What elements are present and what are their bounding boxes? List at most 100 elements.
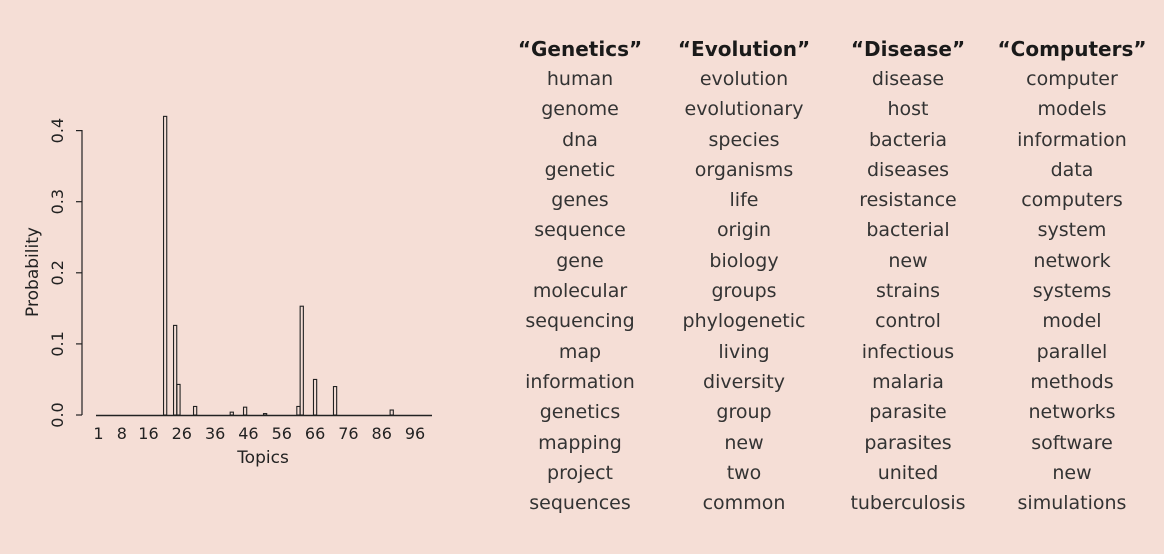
- topic-word: living: [718, 340, 770, 363]
- y-tick-label: 0.2: [48, 260, 67, 285]
- topic-word: strains: [875, 280, 941, 303]
- x-tick-label: 56: [272, 424, 292, 443]
- bar: [242, 406, 248, 416]
- bar: [332, 386, 338, 416]
- topic-title: “Evolution”: [677, 37, 811, 61]
- topic-word: common: [702, 492, 786, 515]
- topic-word-list: computer models information data computers sy…: [990, 64, 1154, 518]
- topic-word: data: [1050, 158, 1094, 181]
- topic-word: models: [1037, 98, 1107, 121]
- topic-word: new: [888, 249, 928, 272]
- x-tick-label: 66: [305, 424, 325, 443]
- topic-column: “Evolution” evolution evolutionary species o…: [662, 34, 826, 518]
- topic-column: “Disease” disease host bacteria diseases resi…: [826, 34, 990, 518]
- y-tick-label: 0.3: [48, 189, 67, 214]
- topic-word: new: [724, 431, 764, 454]
- topic-word: group: [716, 401, 772, 424]
- topic-word: computers: [1021, 189, 1123, 212]
- topic-word: malaria: [872, 370, 944, 393]
- topic-word: disease: [871, 68, 945, 90]
- x-tick-label: 16: [138, 424, 158, 443]
- topic-word: systems: [1032, 280, 1112, 303]
- topic-word: model: [1042, 310, 1102, 333]
- bar: [192, 405, 198, 416]
- topic-word: network: [1033, 249, 1111, 272]
- topic-word: phylogenetic: [682, 310, 806, 333]
- topic-word: parallel: [1036, 340, 1108, 363]
- topic-word: sequencing: [525, 310, 635, 333]
- topic-word: dna: [562, 128, 598, 151]
- topic-word: information: [525, 370, 635, 393]
- topic-word: resistance: [859, 189, 957, 212]
- bar: [162, 115, 168, 416]
- y-ticks: 0.0 0.1 0.2 0.3 0.4: [48, 118, 82, 428]
- topic-word: organisms: [694, 158, 794, 181]
- x-tick-label: 46: [238, 424, 258, 443]
- topic-word-list: evolution evolutionary species organisms lif…: [662, 64, 826, 518]
- topic-word: united: [877, 461, 939, 484]
- topic-word: genes: [551, 189, 609, 212]
- topic-word: human: [546, 68, 614, 90]
- x-axis-label: Topics: [236, 448, 289, 468]
- topic-word: project: [547, 461, 613, 484]
- bar: [299, 305, 304, 416]
- topic-column: “Computers” computer models information data…: [990, 34, 1154, 518]
- topic-word: diversity: [703, 370, 785, 393]
- x-tick-label: 8: [117, 424, 127, 443]
- topic-title: “Computers”: [997, 37, 1147, 61]
- topic-word: software: [1031, 431, 1113, 454]
- topic-word: genetic: [544, 158, 616, 181]
- topic-word: new: [1052, 461, 1092, 484]
- bar: [296, 405, 301, 416]
- topic-word: bacterial: [866, 219, 950, 242]
- x-tick-label: 26: [172, 424, 192, 443]
- topic-word: parasite: [869, 401, 947, 424]
- y-tick-label: 0.0: [48, 402, 67, 427]
- topic-word: host: [887, 98, 929, 121]
- x-tick-label: 86: [372, 424, 392, 443]
- topic-word: evolution: [699, 68, 789, 90]
- topic-probability-chart: 0.0 0.1 0.2 0.3 0.4 1 8 16 26 36 46 56 66 76 86 96 Top…: [23, 115, 432, 468]
- topic-word: simulations: [1017, 492, 1127, 515]
- topic-word-lists: “Genetics” human genome dna genetic genes sequ…: [498, 34, 1154, 518]
- topic-word: evolutionary: [684, 98, 804, 121]
- topic-word: diseases: [866, 158, 950, 181]
- bar: [229, 411, 234, 416]
- topic-word-list: disease host bacteria diseases resistance bac…: [826, 64, 990, 518]
- bar: [389, 409, 394, 416]
- topic-word: genetics: [539, 401, 621, 424]
- x-tick-label: 36: [205, 424, 225, 443]
- topic-word: control: [875, 310, 941, 333]
- topic-word: map: [558, 340, 602, 363]
- x-ticks: 1 8 16 26 36 46 56 66 76 86 96: [93, 424, 425, 443]
- topic-word: sequence: [534, 219, 626, 242]
- topic-word: parasites: [864, 431, 952, 454]
- topic-word: tuberculosis: [850, 492, 966, 515]
- topic-word: information: [1017, 128, 1127, 151]
- topic-word: mapping: [538, 431, 622, 454]
- topic-word: methods: [1030, 370, 1114, 393]
- topic-word: life: [729, 189, 759, 212]
- y-axis-label: Probability: [23, 227, 43, 317]
- topic-word: genome: [541, 98, 619, 121]
- x-tick-label: 1: [93, 424, 103, 443]
- plot-area: [162, 115, 394, 416]
- topic-word: species: [708, 128, 780, 151]
- x-tick-label: 96: [405, 424, 425, 443]
- bar: [172, 324, 178, 416]
- topic-word-list: human genome dna genetic genes sequence gene mo…: [498, 64, 662, 518]
- topic-word: sequences: [529, 492, 631, 515]
- y-tick-label: 0.1: [48, 331, 67, 356]
- bar: [312, 378, 318, 416]
- topic-word: networks: [1028, 401, 1116, 424]
- y-tick-label: 0.4: [48, 118, 67, 143]
- topic-word: infectious: [861, 340, 955, 363]
- topic-word: biology: [709, 249, 779, 272]
- x-tick-label: 76: [338, 424, 358, 443]
- topic-title: “Genetics”: [517, 37, 643, 61]
- topic-word: two: [726, 461, 762, 484]
- topic-word: groups: [711, 280, 777, 303]
- topic-word: bacteria: [868, 128, 948, 151]
- topic-column: “Genetics” human genome dna genetic genes sequ…: [498, 34, 662, 518]
- topic-word: gene: [556, 249, 604, 272]
